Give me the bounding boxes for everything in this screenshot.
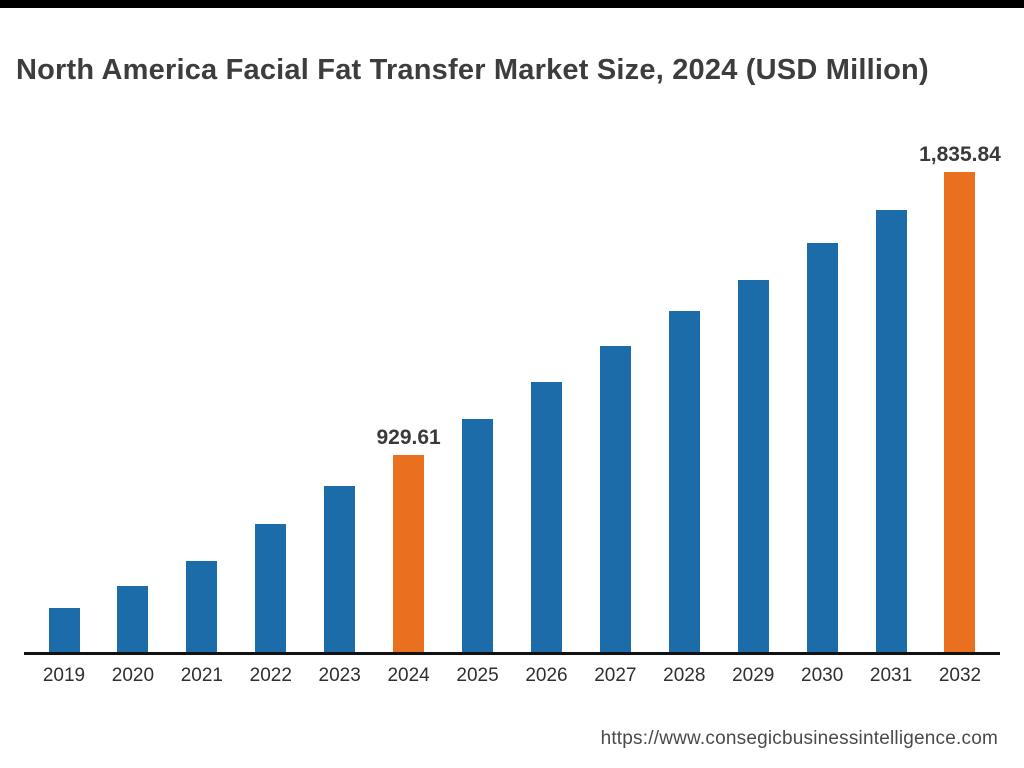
x-tick-label-2019: 2019 <box>42 665 86 686</box>
x-tick-label-2023: 2023 <box>318 665 361 686</box>
x-tick-label-2020: 2020 <box>111 665 155 686</box>
bar-2019 <box>48 608 80 652</box>
bar-chart: 929.61 1,835.84 2019 2020 2021 2022 2023 2024 2… <box>24 143 1001 687</box>
bar-column-2021 <box>168 561 236 652</box>
bar-value-label: 929.61 <box>376 426 441 449</box>
top-border <box>0 0 1024 8</box>
x-tick-label-2029: 2029 <box>732 665 775 686</box>
bar-column-2022 <box>237 524 305 652</box>
x-tick-label-2022: 2022 <box>249 665 292 686</box>
bar-2031 <box>875 210 907 652</box>
x-tick-label-2025: 2025 <box>456 665 499 686</box>
source-url: https://www.consegicbusinessintelligence… <box>600 728 998 749</box>
bar-column-2031 <box>857 210 925 652</box>
bar-2024 <box>393 455 425 652</box>
bar-column-2020 <box>99 586 167 652</box>
bar-column-2027 <box>581 346 649 652</box>
bar-2028 <box>668 311 700 652</box>
x-axis-labels: 2019 2020 2021 2022 2023 2024 2025 2026 2027 2028… <box>24 665 1000 687</box>
x-tick-label-2026: 2026 <box>525 665 568 686</box>
bar-column-2029 <box>719 280 787 652</box>
bar-2020 <box>117 586 149 652</box>
bar-2032 <box>944 172 976 652</box>
bar-2030 <box>806 243 838 652</box>
bar-value-label: 1,835.84 <box>919 143 1001 166</box>
x-tick-label-2024: 2024 <box>387 665 430 686</box>
x-tick-label-2021: 2021 <box>180 665 223 686</box>
bar-column-2026 <box>512 382 580 652</box>
bar-2022 <box>255 524 287 652</box>
x-tick-label-2027: 2027 <box>594 665 637 686</box>
x-tick-label-2032: 2032 <box>938 665 982 686</box>
bar-column-2030 <box>788 243 856 652</box>
bar-column-2024: 929.61 <box>375 427 443 652</box>
bar-column-2023 <box>306 486 374 652</box>
plot-area: 929.61 1,835.84 <box>24 143 1001 655</box>
x-tick-label-2030: 2030 <box>801 665 844 686</box>
bar-column-2028 <box>650 311 718 652</box>
bar-2023 <box>324 486 356 652</box>
bar-column-2019 <box>30 608 98 652</box>
bar-column-2032: 1,835.84 <box>919 144 1001 652</box>
chart-page: North America Facial Fat Transfer Market… <box>0 8 1024 687</box>
x-tick-label-2028: 2028 <box>663 665 706 686</box>
bar-2025 <box>462 419 494 652</box>
bar-2029 <box>737 280 769 652</box>
bar-2021 <box>186 561 218 652</box>
bar-column-2025 <box>444 419 512 652</box>
chart-title: North America Facial Fat Transfer Market… <box>16 54 929 86</box>
bar-2027 <box>599 346 631 652</box>
x-tick-label-2031: 2031 <box>869 665 913 686</box>
bar-2026 <box>530 382 562 652</box>
